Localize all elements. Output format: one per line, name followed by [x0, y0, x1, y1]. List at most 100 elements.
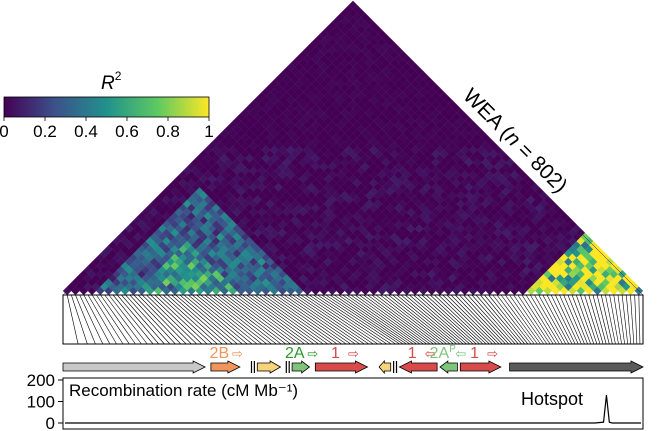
marker-line [500, 294, 538, 345]
marker-line [158, 294, 213, 345]
marker-line [638, 294, 641, 345]
marker-line [208, 294, 272, 345]
marker-line [71, 294, 88, 345]
gene-arrow [459, 360, 502, 374]
ld-heatmap [62, 0, 644, 296]
marker-line [438, 294, 490, 345]
marker-line [100, 294, 136, 345]
marker-line [196, 294, 258, 345]
marker-line [66, 294, 79, 345]
marker-line [417, 294, 474, 345]
marker-line [275, 294, 347, 345]
marker-line [221, 294, 287, 345]
gene-direction-icon: ⇨ [307, 347, 318, 362]
marker-line [359, 294, 427, 345]
marker-line [108, 294, 148, 345]
marker-line [225, 294, 291, 345]
marker-line [296, 294, 369, 345]
marker-line [580, 294, 598, 345]
colorbar-tick-label: 0 [0, 122, 9, 141]
gene-arrow [62, 360, 206, 374]
colorbar-ticks: 0 0.2 0.4 0.6 0.8 1 [0, 117, 214, 141]
gene-direction-icon: ⇦ [455, 347, 466, 362]
marker-line [450, 294, 500, 345]
marker-line [171, 294, 228, 345]
marker-line [317, 294, 392, 345]
marker-line [559, 294, 582, 345]
marker-line [496, 294, 535, 345]
marker-line [488, 294, 529, 345]
recombination-yticks: 200 100 0 [27, 371, 63, 431]
marker-line [509, 294, 544, 345]
gene-track: 2B ⇨ 2A ⇨ 1 ⇨ 1 ⇦2AP ⇦ 1 ⇨ [62, 344, 644, 375]
gene-label: 2A [285, 345, 305, 362]
marker-line [571, 294, 591, 345]
marker-line [179, 294, 238, 345]
marker-line [342, 294, 414, 345]
marker-line [288, 294, 360, 345]
marker-line [367, 294, 434, 345]
gene-direction-icon: ⇨ [487, 347, 498, 362]
marker-line [621, 294, 629, 345]
marker-line [146, 294, 197, 345]
gene-label: 2B [210, 345, 230, 362]
marker-line [471, 294, 516, 345]
marker-line [142, 294, 192, 345]
marker-line [530, 294, 560, 345]
marker-line [592, 294, 607, 345]
marker-line [588, 294, 604, 345]
marker-line [183, 294, 243, 345]
hotspot-label: Hotspot [521, 389, 583, 409]
marker-line [175, 294, 233, 345]
colorbar-label-base: R [101, 73, 115, 94]
marker-line [409, 294, 467, 345]
marker-line [167, 294, 223, 345]
gene-label: 1 [408, 345, 417, 362]
marker-line [325, 294, 400, 345]
marker-line [413, 294, 471, 345]
marker-line [300, 294, 374, 345]
marker-line [79, 294, 104, 345]
marker-line [133, 294, 181, 345]
marker-line [154, 294, 208, 345]
marker-position-lines [62, 294, 644, 345]
gene-direction-icon: ⇨ [348, 347, 359, 362]
marker-line [350, 294, 421, 345]
heatmap-outline [62, 4, 644, 296]
recombination-panel: 200 100 0 Recombination rate (cM Mb⁻¹) Hot… [27, 371, 644, 431]
gene-label: 1 [470, 345, 479, 362]
marker-line [567, 294, 588, 345]
marker-line [480, 294, 522, 345]
marker-line [334, 294, 407, 345]
marker-line [213, 294, 277, 345]
marker-line [129, 294, 176, 345]
marker-line [404, 294, 464, 345]
recombination-axes [62, 377, 644, 430]
marker-line [250, 294, 319, 345]
marker-line [271, 294, 342, 345]
marker-line [400, 294, 461, 345]
marker-line [613, 294, 622, 345]
recombination-line [65, 394, 641, 424]
marker-line [630, 294, 635, 345]
marker-line [217, 294, 282, 345]
marker-line [484, 294, 525, 345]
marker-line [459, 294, 506, 345]
gene-arrow [398, 360, 438, 374]
recombination-tick-label: 100 [27, 393, 55, 412]
gene-arrow [256, 360, 282, 374]
marker-line [292, 294, 365, 345]
marker-line [392, 294, 454, 345]
marker-line [263, 294, 333, 345]
marker-line [238, 294, 305, 345]
marker-line [83, 294, 111, 345]
marker-line [634, 294, 638, 345]
gene-label-sup: P [449, 344, 456, 355]
marker-line [233, 294, 301, 345]
marker-line [442, 294, 493, 345]
marker-line [329, 294, 404, 345]
marker-line [75, 294, 96, 345]
recombination-ylabel: Recombination rate (cM Mb⁻¹) [69, 381, 298, 400]
gene-arrow [291, 360, 311, 374]
